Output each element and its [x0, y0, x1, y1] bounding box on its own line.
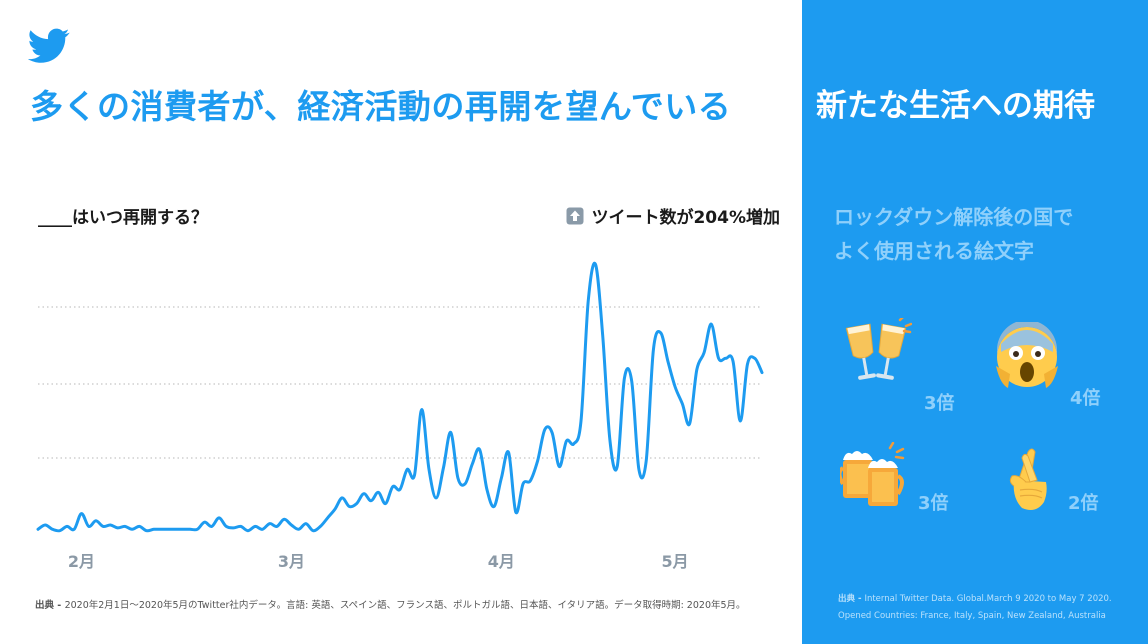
chart-annotation: ツイート数が204%増加: [566, 203, 780, 228]
series-line: [36, 261, 764, 533]
crossed-fingers-icon: [1009, 448, 1047, 510]
chart-x-ticks: 2月 3月 4月 5月: [68, 552, 689, 571]
source-text: 2020年2月1日〜2020年5月のTwitter社内データ。言語: 英語、スペ…: [64, 600, 746, 611]
sidebar-subtitle-line1: ロックダウン解除後の国で: [834, 205, 1074, 229]
twitter-bird-icon: [28, 28, 70, 63]
x-tick-label: 3月: [278, 552, 305, 571]
emoji-value-crossed-fingers: 2倍: [1068, 493, 1099, 514]
sidebar-source-line: 出典 - Internal Twitter Data. Global.March…: [838, 591, 1112, 608]
main-panel: 多くの消費者が、経済活動の再開を望んでいる ____はいつ再開する？ ツイート数…: [28, 28, 780, 611]
sidebar-source-text: Internal Twitter Data. Global.March 9 20…: [864, 594, 1112, 604]
sidebar-subtitle-line2: よく使用される絵文字: [834, 239, 1034, 263]
sidebar-source-label: 出典 -: [838, 594, 865, 604]
x-tick-label: 2月: [68, 552, 95, 571]
source-label: 出典 -: [35, 600, 65, 611]
emoji-value-clinking-glasses: 3倍: [924, 393, 955, 414]
chart-annotation-text: ツイート数が204%増加: [591, 208, 780, 228]
clinking-glasses-icon: [845, 318, 912, 380]
chart-grid: [38, 306, 762, 459]
emoji-value-clinking-beer-mugs: 3倍: [918, 493, 949, 514]
source-note: 出典 - 2020年2月1日〜2020年5月のTwitter社内データ。言語: …: [35, 597, 746, 611]
chart-series: [36, 261, 764, 533]
sidebar-title: 新たな生活への期待: [816, 88, 1095, 124]
line-chart: 2月 3月 4月 5月: [36, 261, 764, 571]
up-arrow-icon: [566, 207, 584, 224]
x-tick-label: 5月: [662, 552, 689, 571]
x-tick-label: 4月: [488, 552, 515, 571]
chart-title: ____はいつ再開する？: [38, 208, 208, 228]
sidebar-subtitle: ロックダウン解除後の国で よく使用される絵文字: [834, 200, 1073, 268]
screaming-face-icon: [996, 322, 1058, 388]
sidebar-countries: Opened Countries: France, Italy, Spain, …: [838, 611, 1106, 621]
page-title: 多くの消費者が、経済活動の再開を望んでいる: [30, 87, 732, 126]
emoji-value-screaming-face: 4倍: [1070, 388, 1101, 409]
sidebar-source-note: 出典 - Internal Twitter Data. Global.March…: [838, 591, 1112, 625]
clinking-beer-mugs-icon: [840, 442, 905, 506]
sidebar-panel: 新たな生活への期待 ロックダウン解除後の国で よく使用される絵文字 3倍: [802, 0, 1148, 644]
